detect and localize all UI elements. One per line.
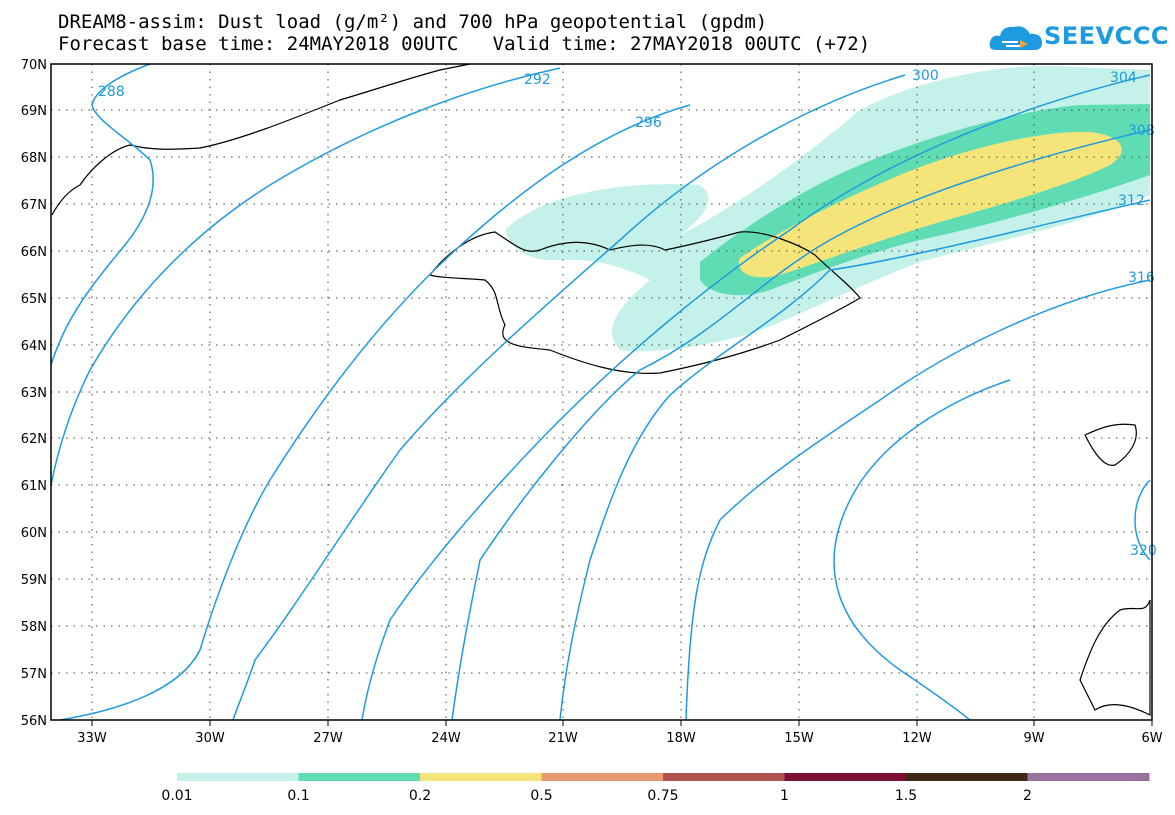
contour-292	[50, 67, 561, 486]
lat-label: 59N	[21, 573, 47, 588]
chart-subtitle: Forecast base time: 24MAY2018 00UTC Vali…	[58, 33, 871, 55]
lon-label: 21W	[548, 731, 578, 746]
legend-swatch	[663, 773, 785, 781]
scotland-coast	[1079, 599, 1151, 716]
lat-label: 58N	[21, 620, 47, 635]
contour-312	[559, 199, 1151, 721]
lon-label: 9W	[1023, 731, 1044, 746]
contour-label-316: 316	[1128, 270, 1155, 286]
geopotential-contours	[50, 63, 1151, 721]
lon-label: 15W	[784, 731, 814, 746]
lat-label: 70N	[21, 58, 47, 73]
lon-label: 12W	[902, 731, 932, 746]
contour-320	[1134, 479, 1151, 561]
dust-load-shading	[505, 65, 1150, 352]
lat-label: 64N	[21, 339, 47, 354]
contour-label-304: 304	[1110, 70, 1137, 86]
map-frame	[50, 63, 1153, 721]
cloud-icon	[989, 26, 1042, 50]
contour-label-308: 308	[1128, 123, 1155, 139]
contour-label-312: 312	[1118, 193, 1145, 209]
contour-label-292: 292	[524, 72, 551, 88]
lon-label: 6W	[1141, 731, 1162, 746]
lon-label: 24W	[431, 731, 461, 746]
lon-label: 27W	[313, 731, 343, 746]
contour-label-296: 296	[635, 115, 662, 131]
greenland-coast	[51, 63, 471, 216]
contour-label-300: 300	[912, 68, 939, 84]
contour-296	[59, 104, 691, 721]
legend-label: 0.5	[530, 788, 552, 804]
contour-288	[50, 63, 154, 366]
contour-labels: 288 292 296 300 304 308 312 316 320	[98, 68, 1157, 559]
legend-label: 0.75	[647, 788, 678, 804]
contour-label-288: 288	[98, 84, 125, 100]
legend-swatch	[541, 773, 664, 781]
lat-label: 56N	[21, 714, 47, 729]
lat-label: 62N	[21, 432, 47, 447]
legend-label: 0.1	[287, 788, 309, 804]
legend-swatch	[784, 773, 907, 781]
legend-swatch	[177, 773, 299, 781]
contour-316-south	[833, 379, 1011, 721]
contour-316	[685, 279, 1151, 721]
lat-label: 60N	[21, 526, 47, 541]
contour-300	[232, 74, 906, 721]
lon-label: 30W	[195, 731, 225, 746]
dust-band-02	[739, 131, 1122, 278]
lat-label: 67N	[21, 198, 47, 213]
legend-label: 2	[1023, 788, 1032, 804]
contour-304	[361, 74, 1151, 721]
contour-308	[451, 129, 1151, 721]
legend-label: 0.2	[409, 788, 431, 804]
axis-ticks	[91, 720, 1153, 726]
lat-label: 69N	[21, 104, 47, 119]
legend-label: 0.01	[161, 788, 192, 804]
lat-label: 68N	[21, 151, 47, 166]
lat-labels: 70N 69N 68N 67N 66N 65N 64N 63N 62N 61N …	[21, 58, 47, 729]
legend-swatch	[1027, 773, 1150, 781]
legend-label: 1.5	[895, 788, 917, 804]
lon-label: 33W	[77, 731, 107, 746]
color-legend: 0.01 0.1 0.2 0.5 0.75 1 1.5 2	[161, 773, 1150, 804]
legend-label: 1	[780, 788, 789, 804]
faroe-coast	[1084, 423, 1137, 466]
lon-labels: 33W 30W 27W 24W 21W 18W 15W 12W 9W 6W	[77, 731, 1162, 746]
lat-label: 63N	[21, 386, 47, 401]
legend-swatch	[906, 773, 1028, 781]
legend-swatch	[420, 773, 542, 781]
lat-label: 66N	[21, 245, 47, 260]
chart-title: DREAM8-assim: Dust load (g/m²) and 700 h…	[58, 11, 768, 33]
contour-label-320: 320	[1130, 543, 1157, 559]
logo-text: SEEVCCC	[1044, 22, 1169, 50]
lat-label: 65N	[21, 292, 47, 307]
lon-label: 18W	[666, 731, 696, 746]
legend-swatch	[298, 773, 421, 781]
lat-label: 61N	[21, 479, 47, 494]
lat-label: 57N	[21, 667, 47, 682]
